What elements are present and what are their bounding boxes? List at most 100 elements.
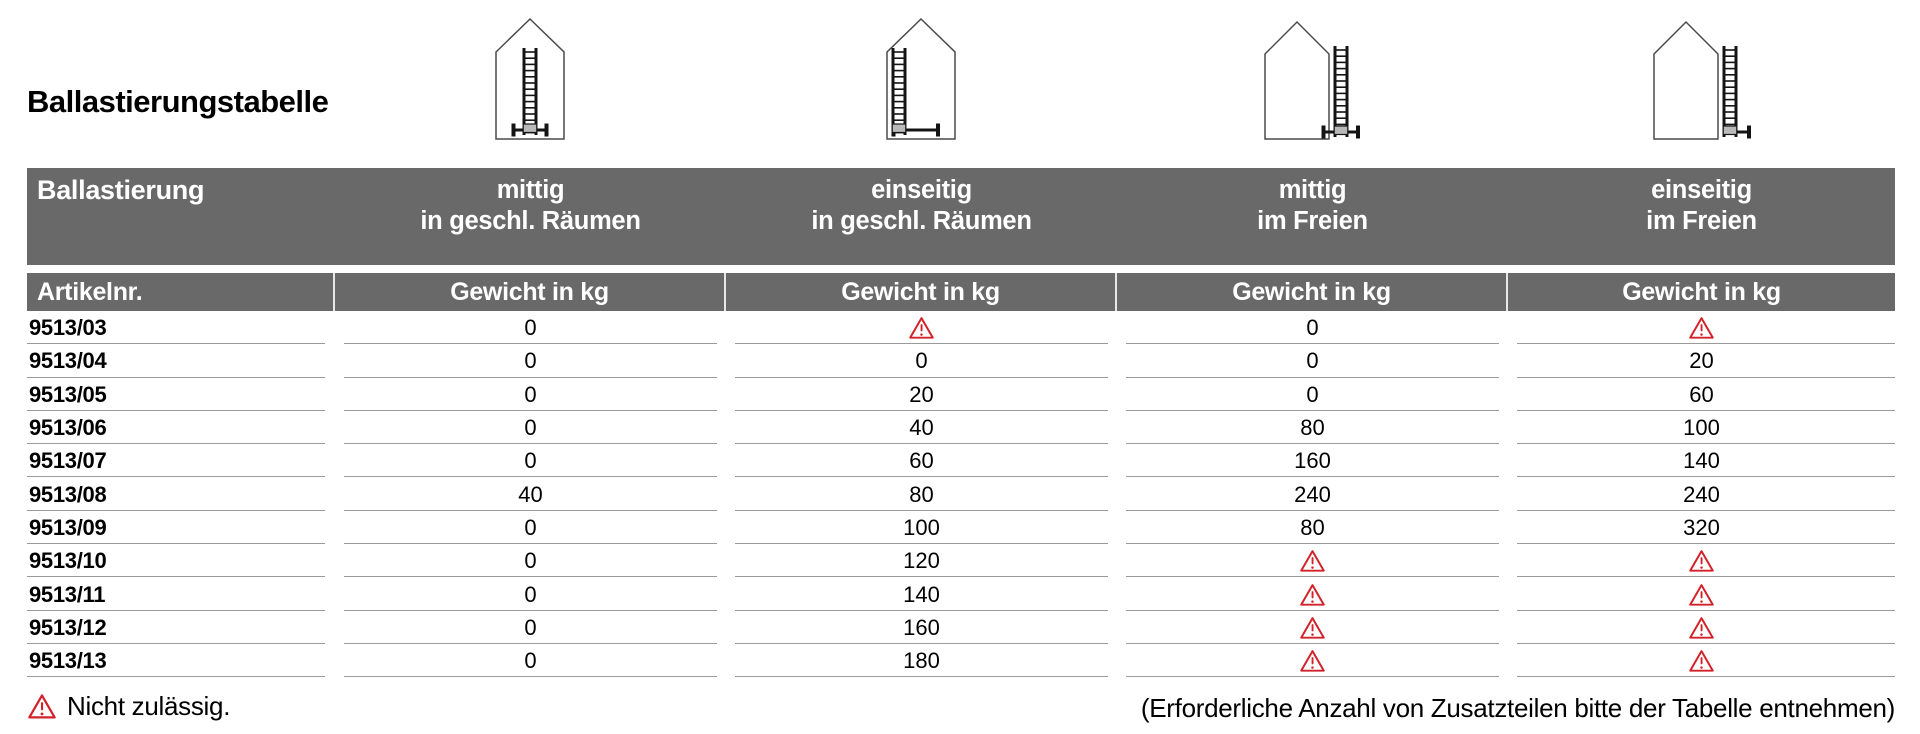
header-col-line1: einseitig xyxy=(1651,176,1752,204)
weight-cell-not-permitted xyxy=(1508,311,1895,345)
weight-cell: 140 xyxy=(726,577,1117,611)
warning-triangle-icon xyxy=(1299,583,1326,607)
weight-cell-not-permitted xyxy=(1508,611,1895,645)
header-col-line2: im Freien xyxy=(1257,207,1368,235)
table-row: 9513/04 0 0 0 20 xyxy=(27,344,1895,378)
weight-cell-not-permitted xyxy=(1117,577,1508,611)
weight-cell: 0 xyxy=(726,344,1117,378)
table-header-row: Ballastierung mittig in geschl. Räumen e… xyxy=(27,168,1895,265)
header-ballastierung-label: Ballastierung xyxy=(37,175,205,205)
weight-cell: 60 xyxy=(726,444,1117,478)
subheader-artikelnr-label: Artikelnr. xyxy=(27,273,335,311)
warning-triangle-icon xyxy=(1688,616,1715,640)
weight-cell: 40 xyxy=(726,411,1117,445)
footnote-legend-text: Nicht zulässig. xyxy=(67,691,231,721)
weight-cell: 180 xyxy=(726,644,1117,678)
article-number: 9513/10 xyxy=(27,544,335,578)
article-number: 9513/06 xyxy=(27,411,335,445)
weight-cell: 320 xyxy=(1508,511,1895,545)
weight-cell: 0 xyxy=(1117,311,1508,345)
subheader-weight-label: Gewicht in kg xyxy=(335,273,726,311)
article-number: 9513/05 xyxy=(27,378,335,412)
article-number: 9513/07 xyxy=(27,444,335,478)
footnote-note: (Erforderliche Anzahl von Zusatzteilen b… xyxy=(1140,693,1895,723)
table-row: 9513/03 0 0 xyxy=(27,311,1895,345)
house-ladder-side-indoor-icon xyxy=(866,12,976,144)
weight-cell-not-permitted xyxy=(1117,611,1508,645)
table-row: 9513/08 40 80 240 240 xyxy=(27,477,1895,512)
weight-cell: 0 xyxy=(335,544,726,578)
header-col-line2: in geschl. Räumen xyxy=(811,207,1032,235)
weight-cell-not-permitted xyxy=(1117,644,1508,678)
weight-cell: 0 xyxy=(335,378,726,412)
weight-cell: 0 xyxy=(335,411,726,445)
house-ladder-middle-indoor-icon xyxy=(475,12,585,144)
footnote-legend: Nicht zulässig. xyxy=(27,691,230,722)
header-col-mittig-geschl: mittig in geschl. Räumen xyxy=(335,168,726,265)
weight-cell-not-permitted xyxy=(1117,544,1508,578)
warning-triangle-icon xyxy=(1299,549,1326,573)
weight-cell: 160 xyxy=(726,611,1117,645)
weight-cell: 100 xyxy=(1508,411,1895,445)
table-row: 9513/13 0 180 xyxy=(27,644,1895,678)
warning-triangle-icon xyxy=(27,693,57,720)
article-number: 9513/12 xyxy=(27,611,335,645)
weight-cell: 0 xyxy=(335,344,726,378)
table-body: 9513/03 0 0 9513/04 0 0 0 20 9513/05 0 20 0 60 9513/0… xyxy=(27,311,1895,678)
weight-cell: 160 xyxy=(1117,444,1508,478)
table-row: 9513/12 0 160 xyxy=(27,611,1895,645)
article-number: 9513/09 xyxy=(27,511,335,545)
table-row: 9513/11 0 140 xyxy=(27,577,1895,611)
header-col-line2: in geschl. Räumen xyxy=(420,207,641,235)
weight-cell: 0 xyxy=(335,444,726,478)
warning-triangle-icon xyxy=(1688,583,1715,607)
weight-cell: 0 xyxy=(335,611,726,645)
subheader-weight-label: Gewicht in kg xyxy=(726,273,1117,311)
weight-cell: 80 xyxy=(1117,511,1508,545)
house-ladder-side-outdoor-icon xyxy=(1646,12,1756,144)
table-row: 9513/09 0 100 80 320 xyxy=(27,511,1895,545)
header-col-line2: im Freien xyxy=(1646,207,1757,235)
weight-cell: 0 xyxy=(335,511,726,545)
weight-cell-not-permitted xyxy=(726,311,1117,345)
weight-cell: 20 xyxy=(726,378,1117,412)
weight-cell: 80 xyxy=(1117,411,1508,445)
table-row: 9513/07 0 60 160 140 xyxy=(27,444,1895,478)
weight-cell-not-permitted xyxy=(1508,544,1895,578)
page-title: Ballastierungstabelle xyxy=(27,84,329,119)
header-col-einseitig-geschl: einseitig in geschl. Räumen xyxy=(726,168,1117,265)
header-col-line1: einseitig xyxy=(871,176,972,204)
house-ladder-middle-outdoor-icon xyxy=(1257,12,1367,144)
weight-cell: 60 xyxy=(1508,378,1895,412)
weight-cell: 20 xyxy=(1508,344,1895,378)
warning-triangle-icon xyxy=(1688,549,1715,573)
weight-cell: 120 xyxy=(726,544,1117,578)
warning-triangle-icon xyxy=(1299,649,1326,673)
weight-cell: 40 xyxy=(335,477,726,512)
subheader-weight-label: Gewicht in kg xyxy=(1622,278,1781,306)
article-number: 9513/08 xyxy=(27,477,335,512)
table-subheader-row: Artikelnr. Gewicht in kg Gewicht in kg G… xyxy=(27,273,1895,311)
weight-cell: 80 xyxy=(726,477,1117,512)
weight-cell: 0 xyxy=(335,311,726,345)
header-col-line1: mittig xyxy=(496,176,565,204)
warning-triangle-icon xyxy=(1688,649,1715,673)
header-col-einseitig-freien: einseitig im Freien xyxy=(1508,168,1895,265)
table-row: 9513/10 0 120 xyxy=(27,544,1895,578)
subheader-weight-label: Gewicht in kg xyxy=(1117,273,1508,311)
warning-triangle-icon xyxy=(1688,316,1715,340)
article-number: 9513/13 xyxy=(27,644,335,678)
header-col-line1: mittig xyxy=(1278,176,1347,204)
warning-triangle-icon xyxy=(908,316,935,340)
weight-cell: 0 xyxy=(335,644,726,678)
weight-cell: 240 xyxy=(1117,477,1508,512)
weight-cell-not-permitted xyxy=(1508,644,1895,678)
weight-cell-not-permitted xyxy=(1508,577,1895,611)
table-row: 9513/05 0 20 0 60 xyxy=(27,378,1895,412)
weight-cell: 0 xyxy=(335,577,726,611)
article-number: 9513/03 xyxy=(27,311,335,345)
weight-cell: 140 xyxy=(1508,444,1895,478)
weight-cell: 0 xyxy=(1117,378,1508,412)
weight-cell: 0 xyxy=(1117,344,1508,378)
